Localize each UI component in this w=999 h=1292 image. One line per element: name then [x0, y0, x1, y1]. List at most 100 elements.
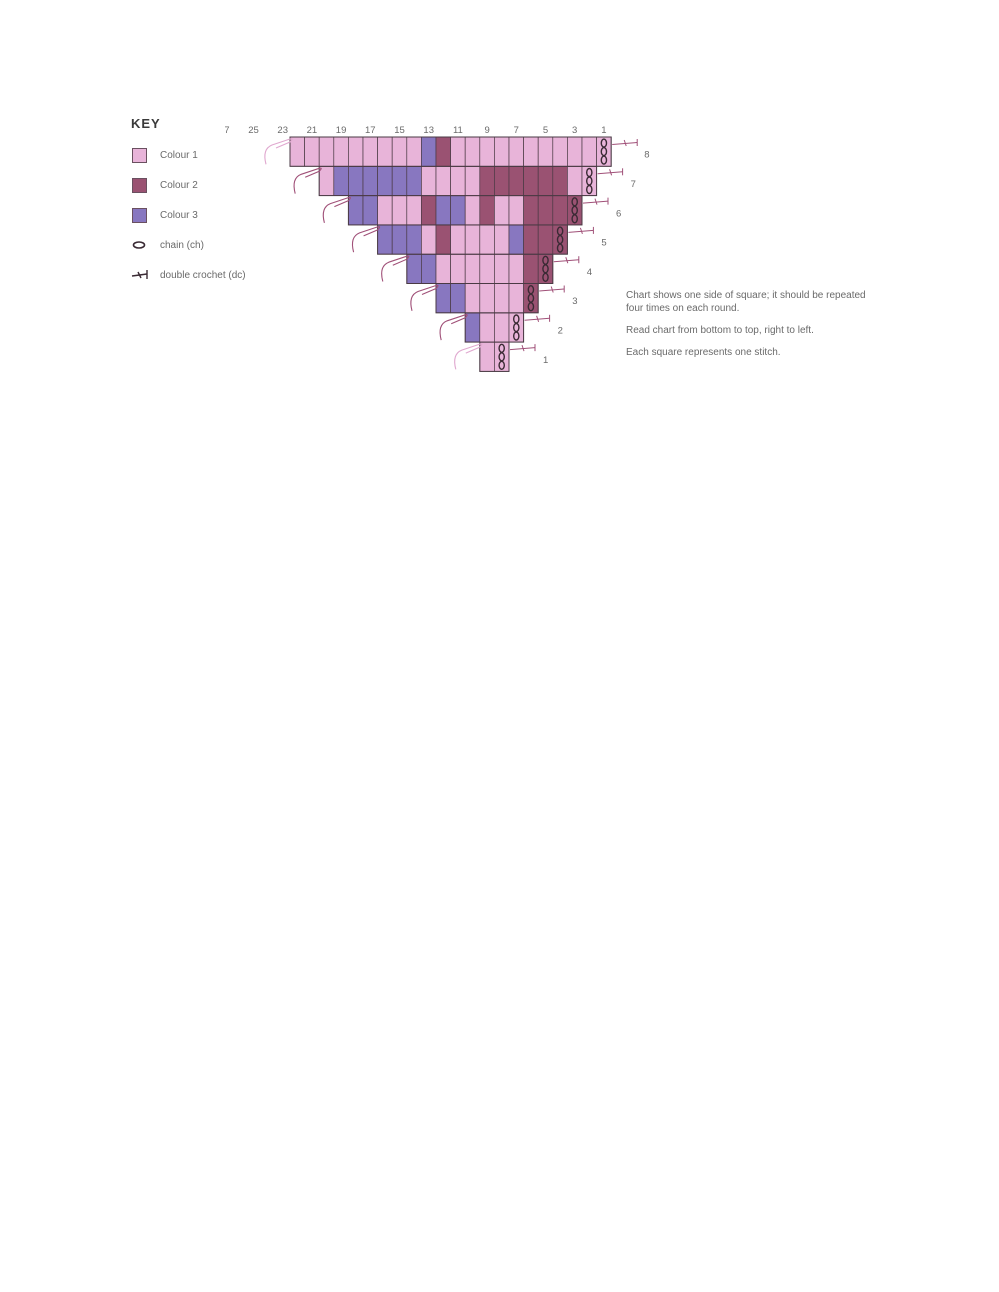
stitch-cell	[391, 136, 408, 167]
column-number-label: 25	[248, 125, 259, 136]
stitch-cell	[450, 165, 466, 196]
chain-stack-icon	[571, 197, 579, 224]
stitch-cell	[348, 136, 364, 167]
round-number-label: 2	[558, 326, 563, 337]
stitch-cell	[596, 136, 612, 167]
key-label-colour-3: Colour 3	[160, 209, 198, 221]
column-number-label: 1	[601, 125, 606, 136]
key-item-colour-2: Colour 2	[131, 170, 271, 200]
stitch-cell	[479, 341, 495, 372]
stitch-cell	[537, 195, 554, 226]
stitch-cell	[406, 253, 422, 284]
stitch-cell	[479, 195, 495, 226]
stitch-cell	[523, 224, 539, 255]
column-number-label: 13	[423, 125, 434, 136]
key-label-double-crochet: double crochet (dc)	[160, 269, 246, 281]
column-number-label: 15	[394, 125, 405, 136]
stitch-cell	[508, 136, 524, 167]
stitch-cell	[435, 195, 451, 226]
stitch-cell	[581, 136, 597, 167]
stitch-cell	[479, 165, 495, 196]
chain-stack-icon	[512, 314, 520, 341]
colour-2-swatch	[132, 177, 147, 193]
stitch-cell	[435, 136, 451, 167]
dc-icon	[524, 314, 551, 322]
stitch-cell	[479, 136, 495, 167]
dc-icon	[568, 226, 594, 235]
chain-stack-icon	[556, 226, 564, 253]
dc-icon	[539, 285, 565, 293]
chain-stack-icon	[585, 167, 593, 195]
stitch-cell	[435, 224, 451, 255]
stitch-cell	[450, 253, 466, 284]
stitch-cell	[450, 136, 466, 167]
stitch-cell	[494, 195, 510, 226]
stitch-cell	[581, 165, 597, 196]
colour-3-swatch	[132, 207, 147, 223]
round-end-hook-symbols	[264, 138, 483, 370]
round-number-label: 4	[587, 267, 592, 278]
dc-icon	[509, 344, 536, 352]
stitch-cell	[552, 136, 568, 167]
hook-icon	[439, 314, 468, 341]
stitch-grid	[289, 136, 612, 372]
stitch-cell	[391, 224, 408, 255]
round-number-label: 8	[644, 150, 649, 161]
stitch-cell	[406, 136, 422, 167]
round-start-dc-symbols	[509, 139, 638, 352]
note-repeat: Chart shows one side of square; it shoul…	[626, 290, 866, 314]
dc-icon	[612, 139, 638, 147]
stitch-cell	[435, 165, 451, 196]
round-outline	[289, 136, 612, 167]
stitch-cell	[450, 283, 466, 314]
stitch-cell	[464, 283, 481, 314]
stitch-cell	[464, 195, 481, 226]
stitch-cell	[421, 165, 437, 196]
column-number-label: 23	[277, 125, 288, 136]
stitch-cell	[508, 312, 524, 343]
note-read-direction: Read chart from bottom to top, right to …	[626, 324, 814, 336]
stitch-cell	[406, 195, 422, 226]
key-label-colour-1: Colour 1	[160, 149, 198, 161]
stitch-cell	[494, 312, 510, 343]
column-number-label: 3	[572, 125, 577, 136]
stitch-cell	[391, 195, 408, 226]
stitch-cell	[391, 165, 408, 196]
stitch-cell	[318, 136, 335, 167]
dc-icon	[553, 256, 580, 264]
stitch-cell	[523, 283, 539, 314]
key-item-colour-3: Colour 3	[131, 200, 271, 230]
key-item-chain: chain (ch)	[131, 230, 271, 260]
colour-1-swatch	[132, 147, 147, 163]
stitch-cell	[464, 224, 481, 255]
stitch-cell	[289, 136, 305, 167]
note-stitch: Each square represents one stitch.	[626, 346, 781, 358]
stitch-cell	[479, 312, 495, 343]
dc-icon	[582, 197, 609, 205]
stitch-cell	[567, 165, 583, 196]
chart-key: KEY Colour 1 Colour 2 Colour 3 chain (ch…	[131, 116, 271, 290]
round-number-label: 3	[572, 296, 577, 307]
chain-stack-icon	[498, 343, 506, 371]
stitch-cell	[318, 165, 335, 196]
stitch-cell	[552, 195, 568, 226]
key-label-chain: chain (ch)	[160, 239, 204, 251]
stitch-cell	[508, 283, 524, 314]
key-item-double-crochet: double crochet (dc)	[131, 260, 271, 290]
stitch-cell	[479, 253, 495, 284]
column-number-label: 21	[307, 125, 318, 136]
hook-icon	[351, 226, 381, 253]
stitch-cell	[435, 283, 451, 314]
stitch-cell	[464, 312, 481, 343]
stitch-cell	[377, 195, 393, 226]
round-number-label: 7	[631, 179, 636, 190]
stitch-cell	[537, 253, 554, 284]
round-number-label: 6	[616, 208, 621, 219]
stitch-cell	[464, 253, 481, 284]
stitch-cell	[508, 224, 524, 255]
stitch-cell	[464, 165, 481, 196]
column-number-label: 27	[225, 125, 230, 136]
stitch-cell	[494, 165, 510, 196]
stitch-cell	[537, 165, 554, 196]
